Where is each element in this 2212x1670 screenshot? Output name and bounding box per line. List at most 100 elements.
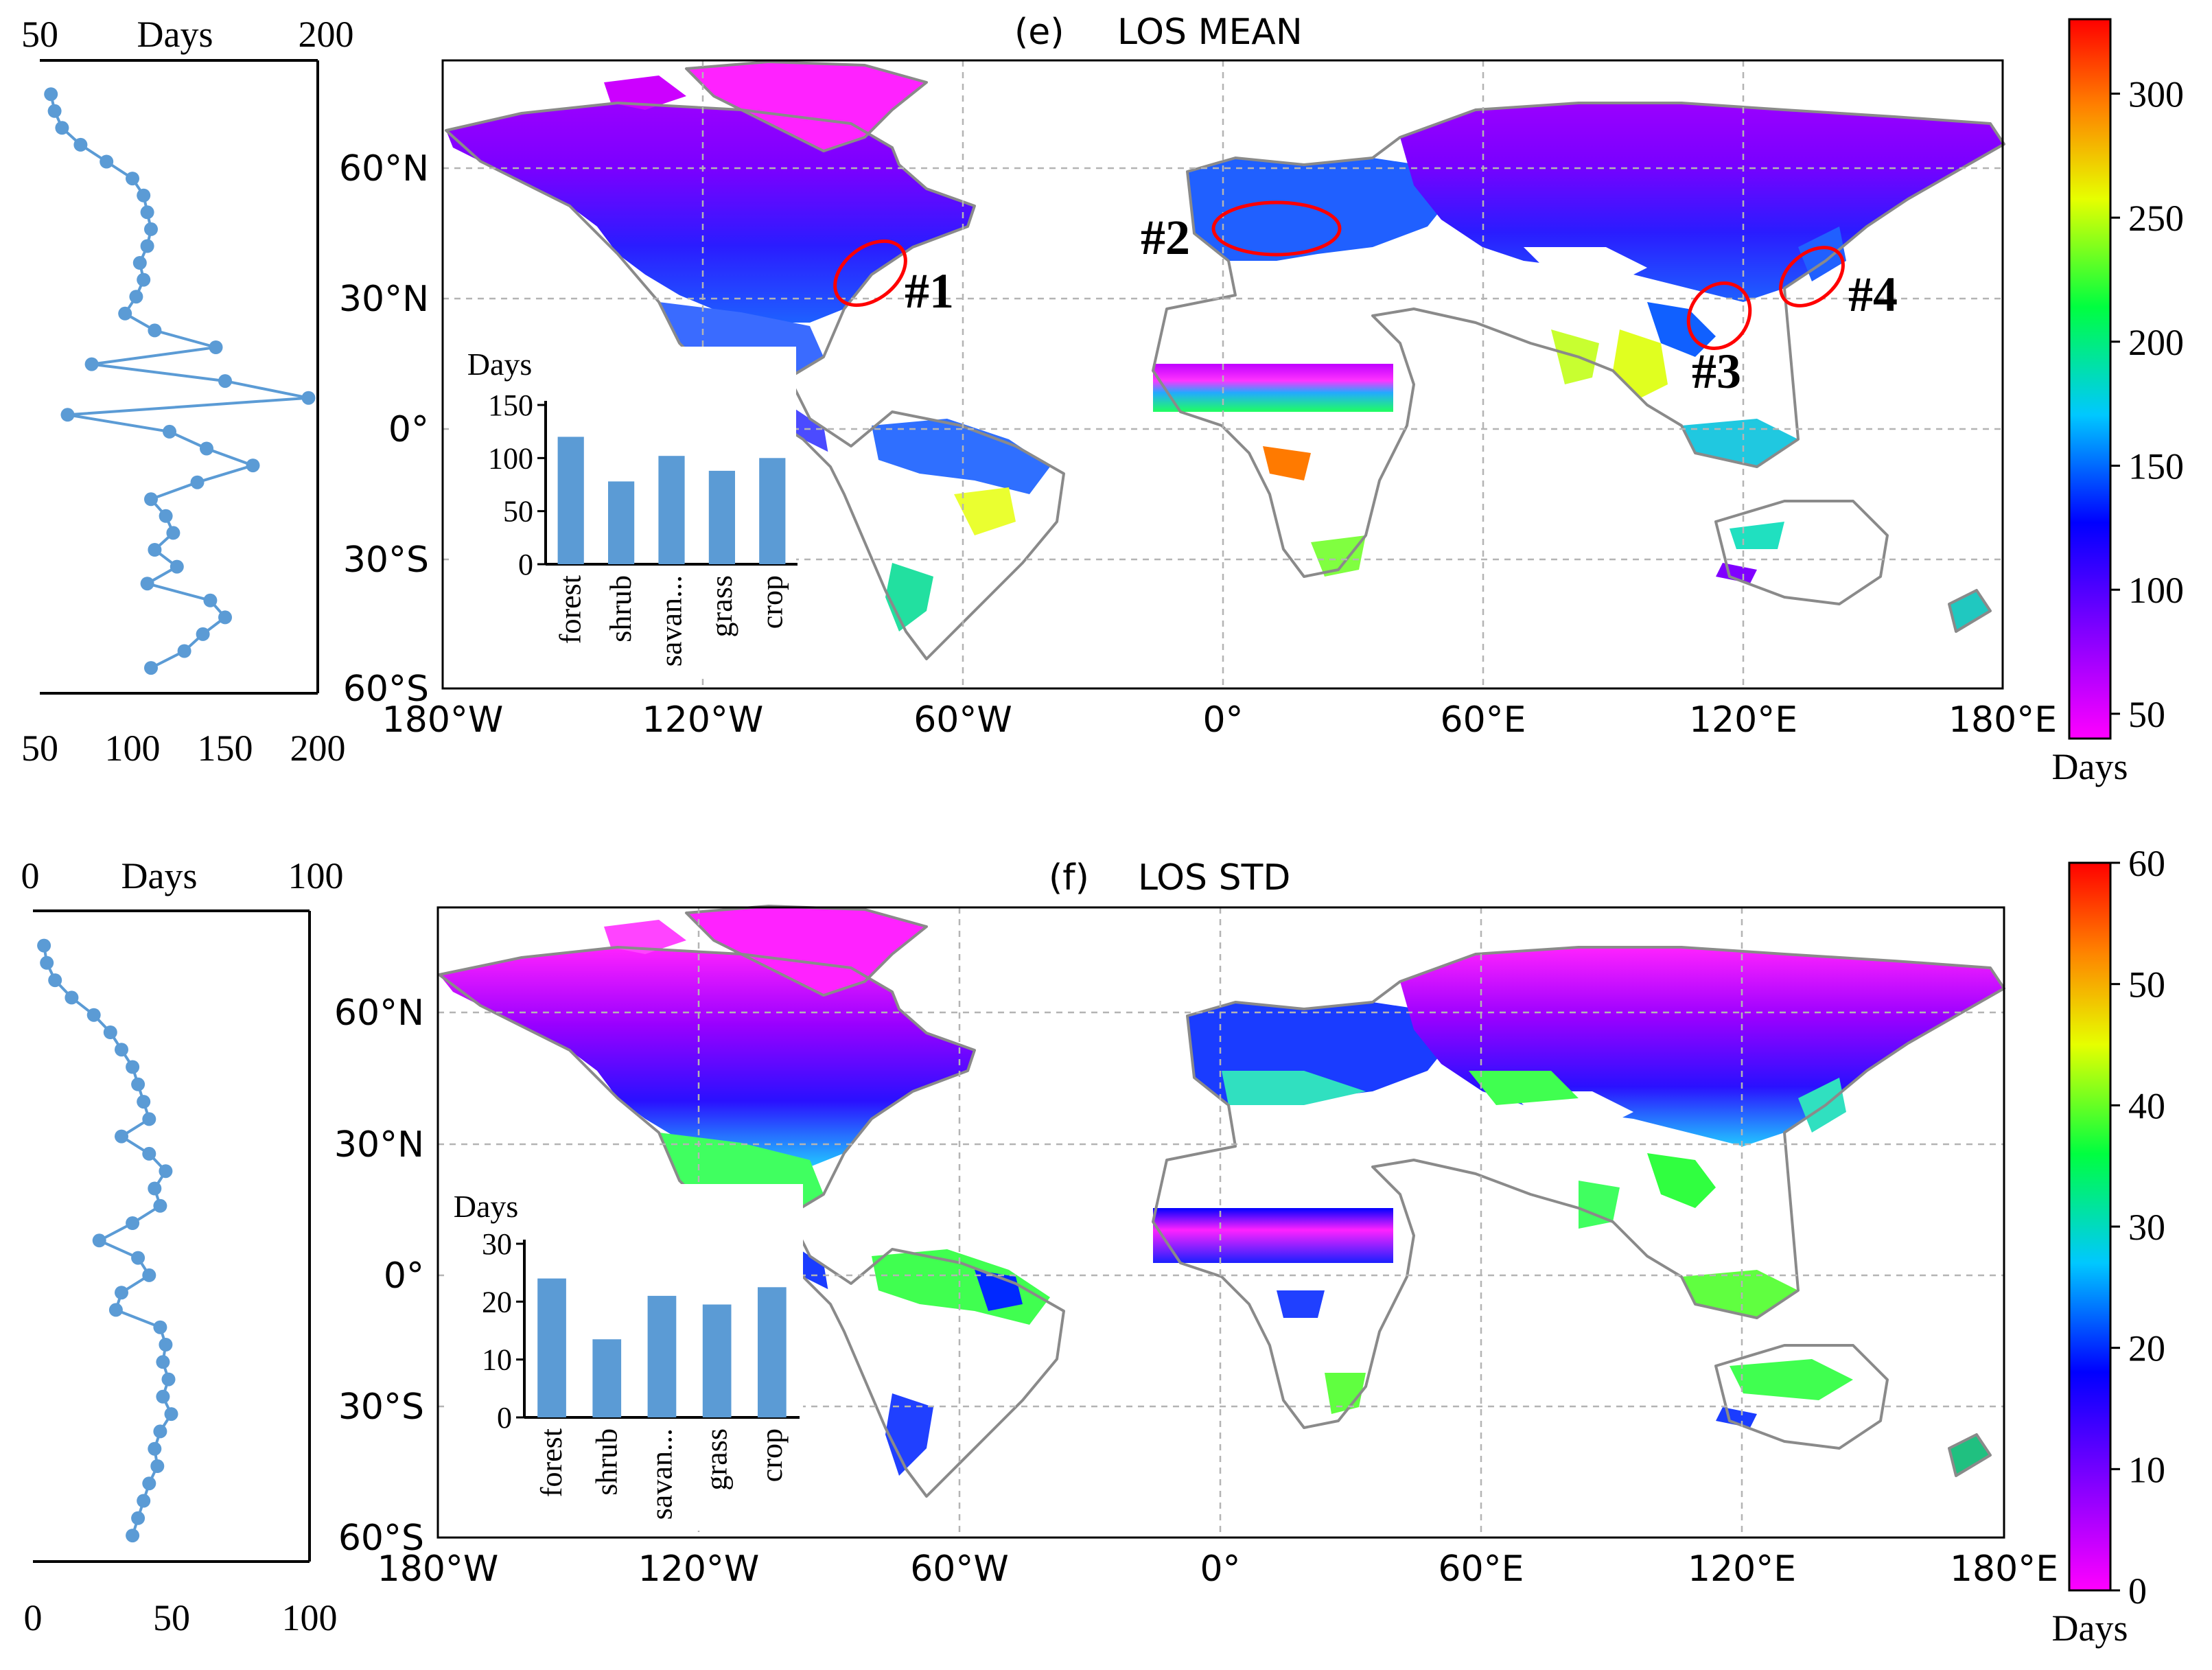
profile-e-point-25 xyxy=(159,509,173,523)
profile-f-point-20 xyxy=(115,1286,128,1300)
inset-e: Days 0 50 100 150 forest shrub savan... grass cr… xyxy=(453,347,798,676)
inset-f-category-1: shrub xyxy=(590,1428,623,1496)
colorbar-f-label: Days xyxy=(2052,1608,2128,1649)
colorbar-f-tick-label-30: 30 xyxy=(2128,1207,2165,1248)
colorbar-e-tick-label-150: 150 xyxy=(2128,445,2184,487)
profile-e-point-17 xyxy=(218,374,232,388)
profile-e-point-7 xyxy=(140,205,154,220)
profile-e-point-6 xyxy=(137,188,151,202)
colorbar-f-tick-label-40: 40 xyxy=(2128,1085,2165,1126)
profile-f-point-22 xyxy=(153,1320,167,1334)
inset-e-ylabel: Days xyxy=(467,347,533,382)
inset-e-category-0: forest xyxy=(554,575,587,644)
inset-e-category-3: grass xyxy=(705,575,738,637)
profile-e-point-33 xyxy=(177,644,191,658)
inset-f-ytick-label-0: 0 xyxy=(497,1401,512,1435)
profile-f-point-21 xyxy=(108,1303,123,1317)
profile-e-point-10 xyxy=(132,256,147,270)
lon-label-180e: 180°E xyxy=(1950,1549,2058,1590)
colorbar-f-ticks: 0 10 20 30 40 50 60 xyxy=(2110,843,2165,1612)
panel-f: (f) LOS STD xyxy=(21,843,2166,1649)
profile-f-point-6 xyxy=(115,1043,128,1057)
colorbar-e-tick-label-100: 100 xyxy=(2128,570,2184,611)
inset-f-category-2: savan... xyxy=(645,1428,679,1520)
profile-f-point-10 xyxy=(142,1112,156,1126)
profile-e-point-16 xyxy=(84,357,99,371)
profile-f-point-3 xyxy=(65,990,79,1005)
colorbar-e-ticks: 50 100 150 200 250 300 xyxy=(2110,73,2184,735)
profile-e-point-30 xyxy=(203,593,218,607)
profile-e-point-2 xyxy=(55,121,69,135)
profile-e-xlabel: Days xyxy=(137,14,213,55)
colorbar-f: 0 10 20 30 40 50 60 Days xyxy=(2052,843,2165,1649)
inset-e-category-2: savan... xyxy=(655,575,688,666)
profile-f-top-tick-max: 100 xyxy=(288,855,344,896)
colorbar-f-tick-label-50: 50 xyxy=(2128,964,2165,1006)
profile-f-point-28 xyxy=(153,1424,167,1439)
panel-f-label: (f) xyxy=(1049,857,1089,898)
profile-e-tick-150: 150 xyxy=(198,728,253,769)
inset-f-category-4: crop xyxy=(755,1428,789,1482)
inset-e-category-4: crop xyxy=(755,575,789,629)
colorbar-e: 50 100 150 200 250 300 Days xyxy=(2052,18,2184,787)
panel-e-label: (e) xyxy=(1014,12,1064,53)
profile-f-point-34 xyxy=(126,1529,140,1543)
panel-f-title: LOS STD xyxy=(1138,857,1290,898)
colorbar-f-tick-label-10: 10 xyxy=(2128,1449,2165,1490)
inset-e-plot: 0 50 100 150 forest shrub savan... grass crop xyxy=(488,388,798,666)
inset-f: Days 0 10 20 30 forest shrub savan... grass crop xyxy=(446,1184,803,1531)
lat-label-30n: 30°N xyxy=(334,1124,424,1165)
profile-f-point-25 xyxy=(161,1372,176,1387)
lon-label-60w: 60°W xyxy=(910,1549,1009,1590)
inset-f-category-3: grass xyxy=(700,1428,734,1490)
profile-f-point-24 xyxy=(156,1355,170,1369)
lon-label-180e: 180°E xyxy=(1948,699,2057,741)
map-f-lon-labels: 180°W 120°W 60°W 0° 60°E 120°E 180°E xyxy=(377,1549,2058,1590)
profile-e-point-1 xyxy=(47,104,62,118)
lon-label-60e: 60°E xyxy=(1438,1549,1524,1590)
inset-e-bar-2 xyxy=(658,456,685,564)
inset-f-ytick-label-20: 20 xyxy=(482,1285,512,1319)
lat-label-30s: 30°S xyxy=(338,1387,424,1428)
region-markers-e: #1 #2 #3 #4 xyxy=(833,200,1898,399)
inset-e-ytick-label-0: 0 xyxy=(518,548,533,581)
profile-f-point-12 xyxy=(142,1146,156,1161)
profile-e-point-15 xyxy=(209,340,223,354)
profile-e-point-26 xyxy=(166,526,181,540)
profile-f-tick-100: 100 xyxy=(282,1597,338,1638)
profile-e-point-24 xyxy=(144,492,158,507)
profile-f-series xyxy=(37,938,178,1543)
region-3-label: #3 xyxy=(1692,344,1741,399)
inset-e-bar-0 xyxy=(557,437,584,564)
profile-f-point-29 xyxy=(148,1441,162,1456)
inset-e-ytick-label-150: 150 xyxy=(488,388,533,422)
inset-f-ytick-label-30: 30 xyxy=(482,1227,512,1261)
colorbar-f-tick-label-20: 20 xyxy=(2128,1328,2165,1369)
profile-e-tick-100: 100 xyxy=(105,728,161,769)
profile-f-point-1 xyxy=(40,955,54,970)
inset-f-bar-2 xyxy=(647,1295,677,1417)
map-f-frame xyxy=(436,906,2005,1539)
inset-f-bar-0 xyxy=(537,1278,566,1417)
colorbar-e-tick-label-300: 300 xyxy=(2128,73,2184,115)
profile-f-point-30 xyxy=(150,1459,165,1473)
colorbar-e-tick-label-200: 200 xyxy=(2128,322,2184,363)
profile-e-point-23 xyxy=(190,475,205,489)
lon-label-180w: 180°W xyxy=(377,1549,499,1590)
profile-f-point-2 xyxy=(48,973,62,988)
inset-f-background xyxy=(446,1184,803,1531)
region-1-ellipse xyxy=(833,239,907,308)
colorbar-e-tick-label-50: 50 xyxy=(2128,694,2165,735)
profile-e-point-13 xyxy=(118,306,132,321)
profile-e-point-4 xyxy=(100,154,114,169)
profile-f-point-0 xyxy=(37,938,51,953)
region-2-ellipse xyxy=(1211,200,1342,257)
lat-label-60n: 60°N xyxy=(334,993,424,1034)
map-e-lon-labels: 180°W 120°W 60°W 0° 60°E 120°E 180°E xyxy=(382,699,2057,741)
profile-f-point-19 xyxy=(142,1268,156,1282)
lat-label-60s: 60°S xyxy=(343,669,429,710)
profile-e-tick-200: 200 xyxy=(290,728,346,769)
profile-f-point-9 xyxy=(137,1095,151,1109)
profile-e: 50 Days 200 50 100 150 200 xyxy=(21,14,354,769)
inset-f-ytick-label-10: 10 xyxy=(482,1343,512,1377)
